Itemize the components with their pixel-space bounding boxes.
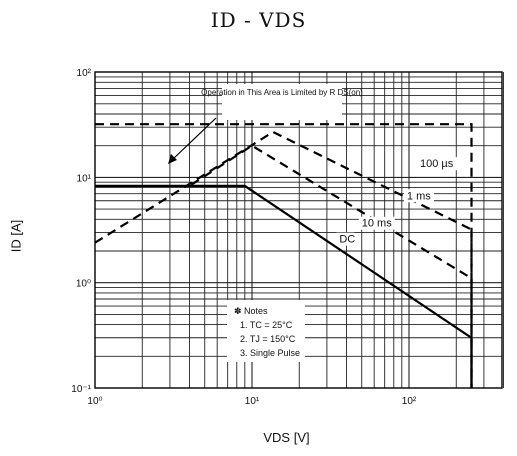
series-label: 10 ms: [362, 218, 392, 230]
series-label: DC: [339, 234, 355, 246]
series-line-10-ms: [190, 144, 473, 388]
rdson-annotation: Operation in This Area is Limited by R D…: [168, 84, 363, 164]
x-tick-label: 10¹: [245, 396, 260, 407]
notes-line-1: 1. TC = 25°C: [240, 320, 293, 330]
plot-frame: [94, 71, 503, 389]
notes-line-3: 3. Single Pulse: [240, 348, 300, 358]
rdson-annotation-box: [222, 84, 342, 120]
series-label-background: [336, 232, 355, 246]
x-axis-label: VDS [V]: [263, 430, 310, 445]
y-tick-label: 10¹: [77, 173, 92, 184]
series-label: 100 µs: [420, 158, 454, 170]
series-label: 1 ms: [407, 190, 431, 202]
rdson-annotation-arrow: [171, 117, 217, 161]
notes-title: ✽ Notes: [234, 306, 268, 316]
y-tick-label: 10²: [77, 68, 92, 79]
series-line-1-ms: [94, 130, 473, 388]
series-line-dc: [95, 184, 473, 388]
x-tick-label: 10⁰: [87, 396, 102, 407]
y-tick-label: 10⁻¹: [71, 384, 91, 395]
series-line-100-s: [95, 123, 473, 388]
notes-line-2: 2. TJ = 150°C: [240, 334, 296, 344]
series-label-background: [358, 216, 395, 230]
rdson-annotation-text: Operation in This Area is Limited by R D…: [201, 88, 363, 97]
series-label-background: [415, 157, 458, 171]
notes-box-background: [227, 300, 305, 362]
series-label-background: [403, 189, 434, 203]
notes-box: ✽ Notes 1. TC = 25°C 2. TJ = 150°C 3. Si…: [227, 300, 305, 362]
x-tick-label: 10²: [402, 396, 417, 407]
rdson-annotation-arrowhead: [168, 154, 177, 164]
y-tick-label: 10⁰: [76, 279, 91, 290]
chart-title: ID - VDS: [210, 8, 307, 32]
